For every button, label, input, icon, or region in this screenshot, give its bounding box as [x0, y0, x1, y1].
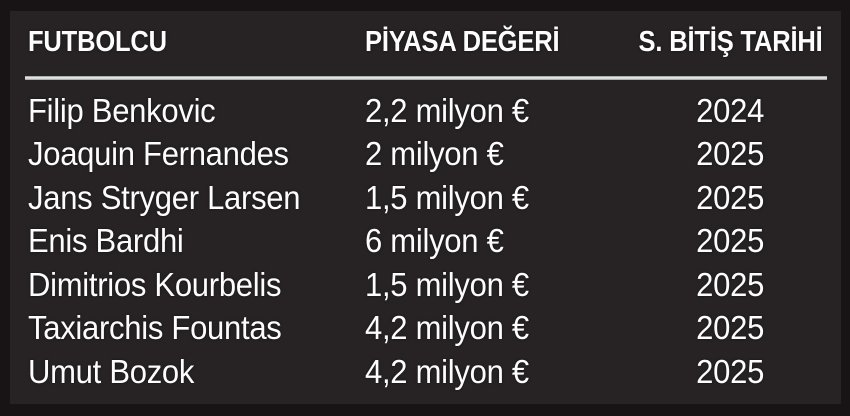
header-row: FUTBOLCU PİYASA DEĞERİ S. BİTİŞ TARİHİ	[10, 11, 841, 73]
market-value-cell: 6 milyon €	[365, 222, 504, 260]
player-name-cell: Enis Bardhi	[28, 222, 184, 260]
col-header-contract-end-label: S. BİTİŞ TARİHİ	[638, 25, 823, 58]
col-header-market-value-label: PİYASA DEĞERİ	[365, 25, 560, 58]
table-row: Enis Bardhi 6 milyon € 2025	[10, 220, 841, 264]
end-year-cell: 2025	[696, 178, 765, 216]
player-name-cell: Jans Stryger Larsen	[28, 178, 301, 216]
player-name-cell: Dimitrios Kourbelis	[28, 265, 282, 303]
market-value-cell: 2,2 milyon €	[365, 91, 529, 129]
end-year-cell: 2025	[696, 222, 765, 260]
market-value-cell: 4,2 milyon €	[365, 309, 529, 347]
market-value-cell: 1,5 milyon €	[365, 178, 529, 216]
player-name-cell: Joaquin Fernandes	[28, 135, 289, 173]
col-header-player-label: FUTBOLCU	[28, 25, 167, 58]
end-year-cell: 2025	[696, 265, 765, 303]
col-header-player: FUTBOLCU	[10, 26, 365, 59]
table-row: Umut Bozok 4,2 milyon € 2025	[10, 350, 841, 394]
market-value-cell: 2 milyon €	[365, 135, 504, 173]
table-row: Joaquin Fernandes 2 milyon € 2025	[10, 133, 841, 177]
header-divider	[25, 76, 827, 80]
market-value-cell: 4,2 milyon €	[365, 352, 529, 390]
col-header-contract-end: S. BİTİŞ TARİHİ	[620, 26, 841, 59]
table-body: Filip Benkovic 2,2 milyon € 2024 Joaquin…	[10, 89, 841, 394]
end-year-cell: 2025	[696, 352, 765, 390]
table-row: Filip Benkovic 2,2 milyon € 2024	[10, 89, 841, 133]
table-row: Dimitrios Kourbelis 1,5 milyon € 2025	[10, 263, 841, 307]
player-name-cell: Filip Benkovic	[28, 91, 216, 129]
col-header-market-value: PİYASA DEĞERİ	[365, 26, 620, 59]
player-name-cell: Taxiarchis Fountas	[28, 309, 282, 347]
end-year-cell: 2024	[696, 91, 765, 129]
table-row: Jans Stryger Larsen 1,5 milyon € 2025	[10, 176, 841, 220]
end-year-cell: 2025	[696, 309, 765, 347]
end-year-cell: 2025	[696, 135, 765, 173]
table-row: Taxiarchis Fountas 4,2 milyon € 2025	[10, 307, 841, 351]
market-value-cell: 1,5 milyon €	[365, 265, 529, 303]
table-panel: FUTBOLCU PİYASA DEĞERİ S. BİTİŞ TARİHİ F…	[10, 11, 841, 404]
player-name-cell: Umut Bozok	[28, 352, 195, 390]
